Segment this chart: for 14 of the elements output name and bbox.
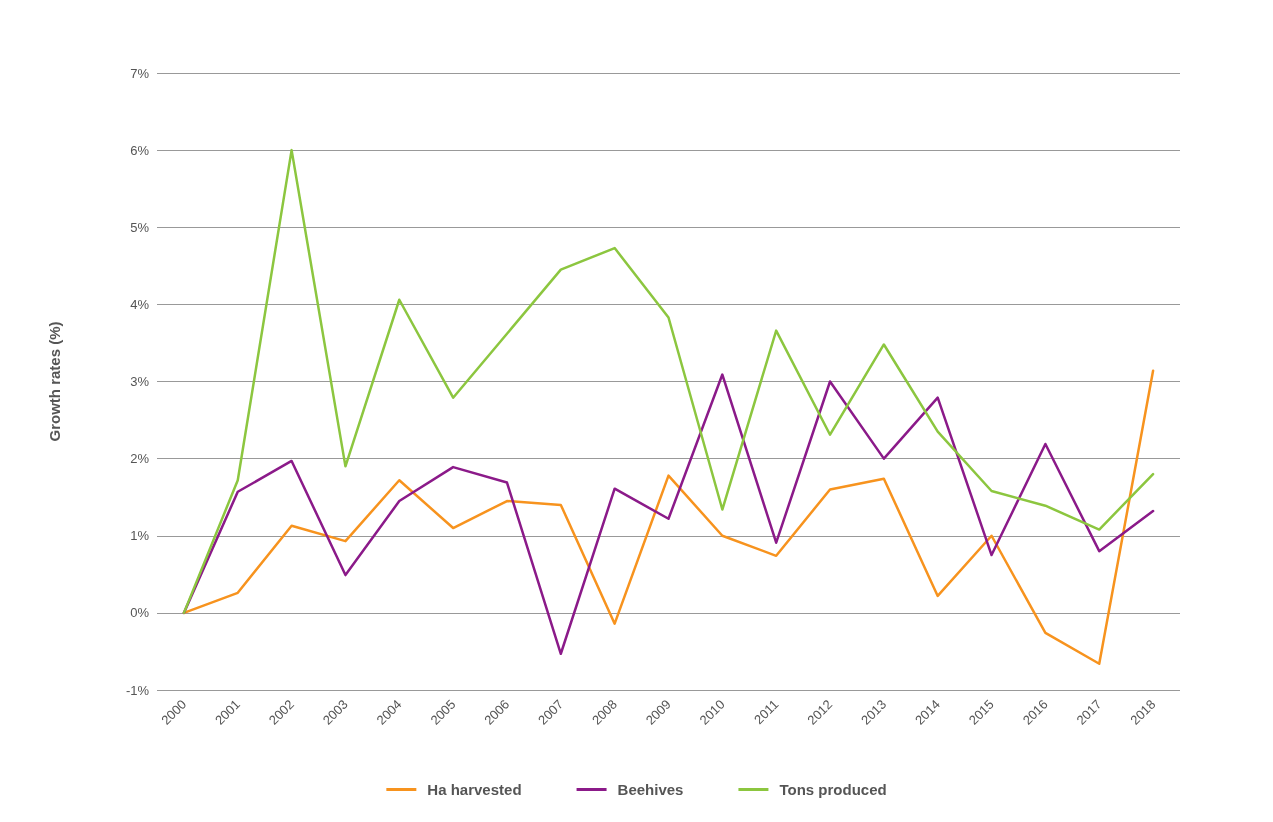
y-tick-label: 5% <box>130 219 150 235</box>
y-tick-label: 4% <box>130 296 150 312</box>
y-axis-title: Growth rates (%) <box>46 321 63 442</box>
y-tick-label: 0% <box>130 605 150 621</box>
y-tick-label: 1% <box>130 528 150 544</box>
y-tick-label: 3% <box>130 374 150 389</box>
legend-label: Beehives <box>617 781 684 798</box>
line-series <box>182 148 1155 615</box>
legend-label: Ha harvested <box>427 781 522 798</box>
y-tick-label: 6% <box>130 142 150 158</box>
y-tick-label: 2% <box>130 451 150 467</box>
y-tick-label: -1% <box>125 682 150 698</box>
y-tick-label: 7% <box>130 65 150 81</box>
legend-label: Tons produced <box>779 781 887 798</box>
